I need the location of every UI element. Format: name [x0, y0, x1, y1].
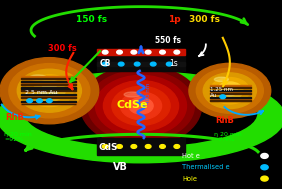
Circle shape — [9, 64, 90, 118]
Bar — [21, 94, 76, 95]
Bar — [21, 95, 76, 98]
Circle shape — [261, 176, 268, 181]
Circle shape — [134, 62, 140, 66]
Circle shape — [118, 62, 124, 66]
Bar — [210, 98, 251, 101]
Circle shape — [145, 50, 151, 54]
Circle shape — [80, 65, 202, 146]
Text: η 20 min
=92%: η 20 min =92% — [4, 132, 32, 143]
Circle shape — [131, 50, 137, 54]
Ellipse shape — [124, 92, 141, 97]
Text: 1p: 1p — [168, 15, 180, 24]
Bar — [21, 84, 76, 85]
Circle shape — [261, 165, 268, 170]
Circle shape — [27, 99, 32, 103]
Circle shape — [17, 69, 81, 112]
Circle shape — [210, 77, 250, 104]
Circle shape — [129, 98, 153, 114]
Circle shape — [26, 75, 73, 107]
Text: η 20 min
=7.4%: η 20 min =7.4% — [214, 132, 241, 143]
Circle shape — [203, 73, 256, 108]
Circle shape — [131, 145, 137, 148]
Circle shape — [160, 50, 165, 54]
Text: Thermalised e: Thermalised e — [182, 164, 230, 170]
Circle shape — [145, 145, 151, 148]
Text: RhB: RhB — [216, 115, 235, 125]
Bar — [97, 138, 185, 155]
Bar — [21, 97, 76, 98]
Circle shape — [174, 50, 180, 54]
Bar — [21, 76, 76, 79]
Bar — [21, 102, 76, 104]
Bar — [210, 100, 251, 101]
Circle shape — [0, 58, 99, 124]
Ellipse shape — [0, 72, 282, 163]
Bar — [210, 97, 251, 98]
Bar — [97, 62, 185, 66]
Bar — [21, 81, 76, 82]
Text: 400 nm: 400 nm — [146, 83, 151, 104]
Bar — [97, 49, 185, 71]
Circle shape — [102, 50, 108, 54]
Text: 1s: 1s — [169, 59, 178, 68]
Text: 1.25 nm
Au: 1.25 nm Au — [210, 87, 233, 98]
Circle shape — [120, 92, 162, 120]
Bar — [21, 101, 76, 102]
Text: 150 fs: 150 fs — [76, 15, 107, 24]
Text: CB: CB — [100, 59, 111, 68]
Text: 300 fs: 300 fs — [48, 44, 77, 53]
Circle shape — [47, 99, 52, 103]
Bar — [97, 49, 185, 55]
Circle shape — [189, 63, 271, 118]
Circle shape — [37, 99, 42, 103]
Bar — [21, 89, 76, 91]
Circle shape — [103, 81, 179, 131]
Circle shape — [196, 68, 263, 113]
Circle shape — [160, 145, 165, 148]
Ellipse shape — [30, 75, 47, 80]
Bar — [21, 82, 76, 85]
Ellipse shape — [25, 81, 257, 146]
Text: CdSe: CdSe — [117, 100, 148, 110]
Circle shape — [150, 62, 156, 66]
Bar — [21, 90, 76, 91]
Bar — [210, 93, 251, 94]
Circle shape — [174, 145, 180, 148]
Bar — [210, 90, 251, 91]
Text: 2.5 nm Au: 2.5 nm Au — [25, 90, 58, 95]
Bar — [210, 85, 251, 88]
Text: RhB: RhB — [6, 113, 25, 122]
Text: CdS: CdS — [99, 143, 118, 152]
Circle shape — [112, 86, 170, 125]
Text: Hot e: Hot e — [182, 153, 200, 159]
Circle shape — [88, 70, 194, 142]
Circle shape — [166, 62, 172, 66]
Circle shape — [117, 145, 122, 148]
Text: VB: VB — [113, 162, 128, 172]
Bar — [210, 91, 251, 94]
Circle shape — [102, 62, 108, 66]
Circle shape — [117, 50, 122, 54]
Ellipse shape — [214, 77, 228, 82]
Circle shape — [220, 95, 226, 99]
Bar — [21, 78, 76, 79]
Circle shape — [261, 153, 268, 158]
Bar — [21, 87, 76, 89]
Circle shape — [217, 82, 243, 99]
Circle shape — [222, 86, 237, 96]
Circle shape — [102, 145, 108, 148]
Circle shape — [40, 85, 58, 97]
Text: 300 fs: 300 fs — [189, 15, 220, 24]
Circle shape — [34, 80, 65, 101]
Bar — [210, 87, 251, 88]
Text: 550 fs: 550 fs — [155, 36, 181, 45]
Text: Hole: Hole — [182, 176, 197, 182]
Circle shape — [96, 75, 186, 136]
